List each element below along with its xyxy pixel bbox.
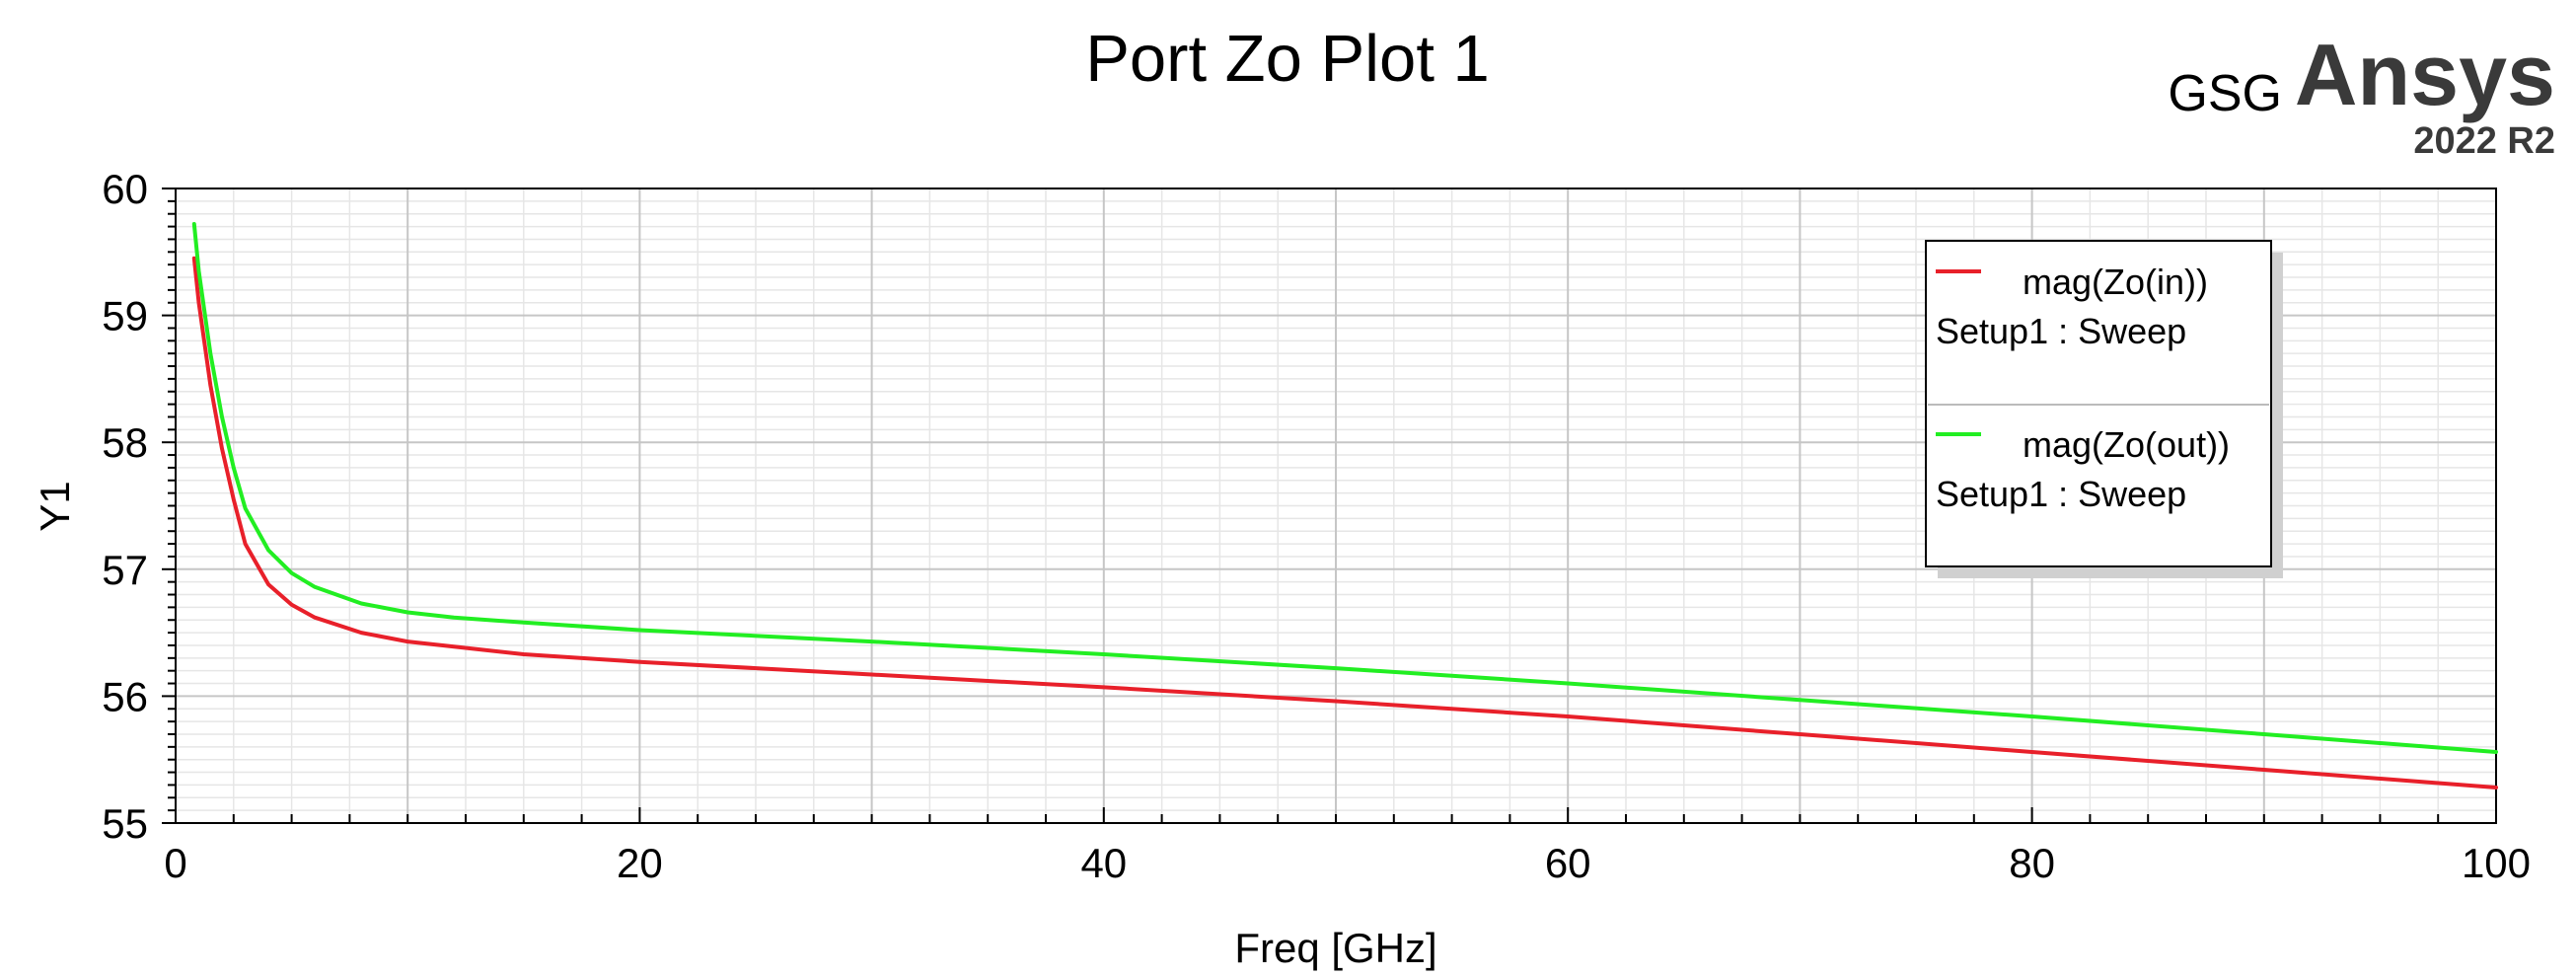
x-tick-label: 20 [617, 840, 663, 886]
legend-series-out-setup: Setup1 : Sweep [1936, 474, 2186, 514]
legend[interactable]: mag(Zo(in)) Setup1 : Sweep mag(Zo(out)) … [1925, 240, 2283, 578]
axis-ticks [162, 188, 2497, 824]
series-layer [191, 222, 2498, 789]
x-tick-label: 60 [1545, 840, 1591, 886]
y-tick-label: 56 [102, 673, 148, 719]
y-axis-label: Y1 [32, 481, 78, 531]
brand-logo-text: Ansys [2295, 26, 2555, 123]
chart-title: Port Zo Plot 1 [1085, 22, 1490, 96]
project-name: GSG [2168, 65, 2282, 122]
legend-series-out-name: mag(Zo(out)) [2023, 424, 2230, 465]
y-tick-label: 60 [102, 166, 148, 212]
y-tick-label: 55 [102, 800, 148, 847]
series-line-zo-out [191, 222, 2498, 754]
version-label: 2022 R2 [2413, 120, 2555, 162]
x-tick-label: 100 [2462, 840, 2531, 886]
y-tick-label: 57 [102, 547, 148, 593]
y-tick-label: 59 [102, 293, 148, 339]
x-tick-label: 80 [2009, 840, 2055, 886]
x-tick-label: 40 [1080, 840, 1127, 886]
x-tick-labels: 0 20 40 60 80 100 [164, 840, 2531, 886]
x-axis-label: Freq [GHz] [1234, 925, 1436, 971]
y-tick-labels: 55 56 57 58 59 60 [102, 166, 148, 847]
y-tick-label: 58 [102, 419, 148, 466]
series-line-zo-in [191, 256, 2498, 789]
legend-series-in-name: mag(Zo(in)) [2023, 262, 2208, 302]
legend-series-in-setup: Setup1 : Sweep [1936, 311, 2186, 351]
x-tick-label: 0 [164, 840, 186, 886]
plot-frame [175, 188, 2497, 824]
